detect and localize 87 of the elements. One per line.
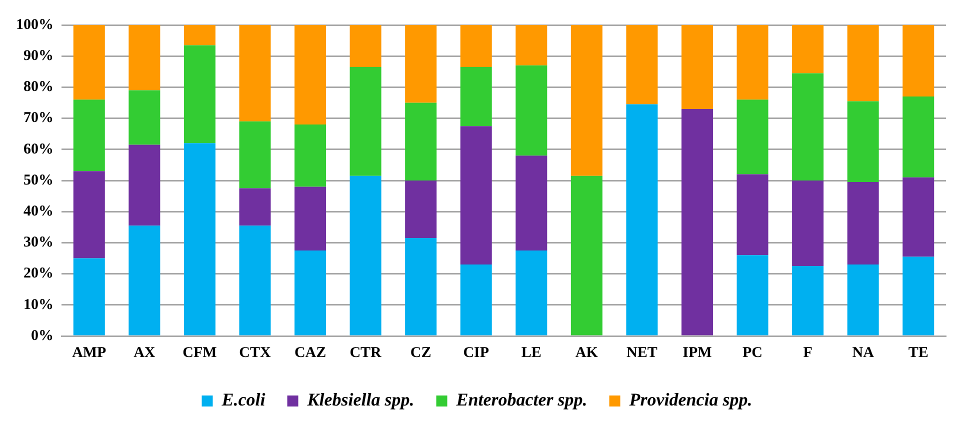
x-tick-label: IPM bbox=[682, 344, 712, 361]
bar bbox=[626, 104, 658, 336]
bar bbox=[847, 182, 879, 264]
bar bbox=[128, 25, 160, 90]
bar bbox=[184, 143, 216, 336]
bar bbox=[294, 250, 326, 336]
y-tick-label: 90% bbox=[24, 48, 54, 64]
bar bbox=[902, 96, 934, 178]
bar bbox=[902, 256, 934, 336]
y-tick-label: 50% bbox=[24, 172, 54, 188]
bar bbox=[294, 25, 326, 125]
bar bbox=[681, 108, 713, 336]
x-tick-label: CZ bbox=[410, 344, 432, 361]
x-tick-label: CTR bbox=[350, 344, 382, 361]
bar bbox=[460, 66, 492, 126]
bar bbox=[736, 100, 768, 174]
bar bbox=[128, 226, 160, 336]
bar bbox=[902, 25, 934, 97]
legend-label: Enterobacter spp. bbox=[455, 390, 588, 410]
bar bbox=[184, 45, 216, 144]
legend-label: E.coli bbox=[220, 390, 266, 410]
bar bbox=[570, 25, 602, 176]
x-tick-label: CFM bbox=[182, 344, 217, 361]
x-tick-label: AX bbox=[134, 344, 156, 361]
bar bbox=[847, 264, 879, 336]
y-tick-label: 80% bbox=[24, 79, 54, 96]
y-tick-label: 100% bbox=[16, 16, 54, 33]
x-tick-label: NA bbox=[852, 344, 874, 361]
bar bbox=[516, 65, 548, 156]
bar bbox=[792, 180, 824, 266]
bar bbox=[792, 25, 824, 74]
bar bbox=[681, 25, 713, 109]
bar bbox=[736, 174, 768, 256]
bar bbox=[239, 188, 271, 226]
bar bbox=[736, 25, 768, 100]
bar bbox=[73, 25, 105, 100]
bar bbox=[239, 226, 271, 336]
y-tick-label: 70% bbox=[24, 110, 54, 126]
x-tick-label: AMP bbox=[72, 344, 106, 361]
x-tick-label: TE bbox=[908, 344, 928, 361]
bar bbox=[184, 25, 216, 46]
bar bbox=[460, 264, 492, 336]
x-tick-label: CTX bbox=[239, 344, 271, 361]
x-tick-label: F bbox=[803, 344, 812, 361]
bar bbox=[73, 171, 105, 258]
bar bbox=[128, 144, 160, 226]
bar bbox=[73, 100, 105, 172]
y-tick-label: 40% bbox=[24, 203, 54, 220]
bar bbox=[902, 177, 934, 257]
bar bbox=[405, 238, 437, 336]
y-tick-label: 20% bbox=[24, 266, 54, 282]
bar bbox=[516, 250, 548, 336]
bar bbox=[516, 156, 548, 250]
bar bbox=[460, 25, 492, 67]
bar bbox=[294, 186, 326, 250]
y-tick-label: 10% bbox=[24, 296, 54, 313]
bar bbox=[239, 121, 271, 188]
x-tick-label: LE bbox=[521, 344, 542, 361]
bar bbox=[570, 176, 602, 336]
bar bbox=[239, 25, 271, 122]
bar bbox=[405, 102, 437, 180]
legend-label: Klebsiella spp. bbox=[306, 390, 414, 410]
bar bbox=[73, 258, 105, 336]
bar bbox=[516, 25, 548, 66]
x-tick-label: PC bbox=[742, 344, 763, 361]
bar bbox=[847, 25, 879, 102]
bar bbox=[792, 73, 824, 180]
bar bbox=[792, 266, 824, 336]
bar bbox=[460, 126, 492, 264]
bar bbox=[350, 25, 382, 67]
bar bbox=[350, 176, 382, 336]
x-tick-label: CAZ bbox=[294, 344, 326, 361]
y-tick-label: 30% bbox=[24, 234, 54, 251]
y-tick-label: 0% bbox=[31, 328, 54, 344]
x-tick-label: NET bbox=[626, 344, 658, 361]
x-tick-label: CIP bbox=[463, 344, 490, 361]
bar bbox=[847, 101, 879, 182]
bar bbox=[128, 90, 160, 145]
x-tick-label: AK bbox=[575, 344, 598, 361]
bar bbox=[736, 255, 768, 336]
y-tick-label: 60% bbox=[24, 141, 54, 158]
bar bbox=[405, 180, 437, 238]
bar bbox=[405, 25, 437, 103]
bar bbox=[294, 124, 326, 187]
legend-label: Providencia spp. bbox=[628, 390, 752, 410]
bar bbox=[350, 66, 382, 176]
bar bbox=[626, 25, 658, 104]
